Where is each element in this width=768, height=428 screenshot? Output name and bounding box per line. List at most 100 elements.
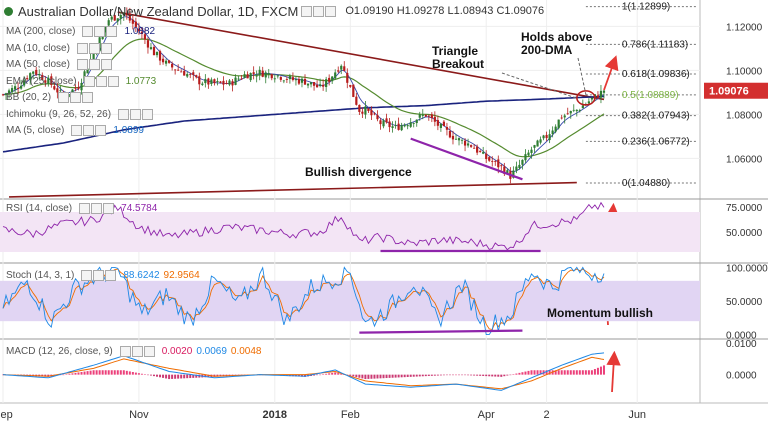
candle-body — [38, 73, 41, 76]
candle-body — [116, 18, 119, 22]
gear-icon[interactable] — [94, 26, 106, 37]
indicator-row[interactable]: Ichimoku (9, 26, 52, 26) — [6, 108, 160, 120]
candle-body — [140, 31, 144, 34]
macd-hist-bar — [445, 374, 448, 376]
eye-icon[interactable] — [79, 203, 91, 214]
candle-body — [128, 13, 131, 21]
candle-body — [13, 86, 17, 90]
indicator-row[interactable]: MA (10, close) — [6, 42, 119, 54]
close-icon[interactable] — [95, 125, 107, 136]
candle-body — [370, 109, 373, 116]
candle-body — [213, 79, 216, 84]
macd-hist-bar — [68, 373, 71, 375]
candle-body — [237, 78, 240, 80]
macd-buttons[interactable] — [119, 346, 155, 357]
eye-icon[interactable] — [83, 75, 95, 87]
macd-hist-bar — [156, 374, 159, 377]
macd-hist-bar — [424, 374, 427, 377]
price-axis-area — [700, 0, 768, 425]
candle-body — [442, 121, 446, 127]
indicator-value: 1.0899 — [113, 125, 144, 136]
ohlc-values: O1.09190 H1.09278 L1.08943 C1.09076 — [345, 5, 544, 17]
indicator-row[interactable]: BB (20, 2) — [6, 92, 100, 103]
indicator-buttons[interactable] — [76, 42, 112, 54]
gear-icon[interactable] — [91, 203, 103, 214]
candle-body — [542, 135, 545, 139]
close-icon[interactable] — [107, 75, 119, 87]
indicator-row[interactable]: MA (200, close) 1.0882 — [6, 26, 155, 37]
gear-icon[interactable] — [313, 5, 325, 17]
gear-icon[interactable] — [88, 42, 100, 54]
candle-body — [125, 12, 128, 16]
close-icon[interactable] — [103, 203, 115, 214]
indicator-buttons[interactable] — [118, 108, 154, 120]
candle-body — [530, 149, 533, 153]
time-tick-label: 2018 — [263, 409, 287, 421]
macd-hist-bar — [524, 371, 527, 375]
eye-icon[interactable] — [76, 59, 88, 70]
candle-body — [349, 85, 352, 87]
close-icon[interactable] — [143, 346, 155, 357]
macd-hist-bar — [92, 370, 95, 375]
eye-icon[interactable] — [82, 26, 94, 37]
macd-hist-bar — [467, 374, 470, 376]
indicator-buttons[interactable] — [58, 92, 94, 103]
header-buttons[interactable] — [301, 5, 337, 17]
gear-icon[interactable] — [83, 125, 95, 136]
indicator-row[interactable]: MA (50, close) — [6, 59, 119, 70]
candle-body — [572, 109, 575, 111]
macd-hist-bar — [195, 374, 198, 378]
indicator-buttons[interactable] — [82, 26, 118, 37]
eye-icon[interactable] — [71, 125, 83, 136]
fib-level-label: 0.618(1.09836) — [622, 69, 690, 80]
macd-hist-bar — [325, 373, 328, 375]
candle-body — [557, 119, 560, 129]
stoch-tick-label: 100.0000 — [726, 263, 768, 274]
gear-icon[interactable] — [93, 270, 105, 281]
close-icon[interactable] — [142, 108, 154, 120]
macd-hist-bar — [560, 370, 563, 375]
close-icon[interactable] — [105, 270, 117, 281]
eye-icon[interactable] — [118, 108, 130, 120]
gear-icon[interactable] — [95, 75, 107, 87]
candle-body — [77, 87, 80, 89]
rsi-buttons[interactable] — [79, 203, 115, 214]
time-tick-label: Sep — [0, 409, 13, 421]
indicator-row[interactable]: MA (5, close) 1.0899 — [6, 125, 144, 136]
indicator-buttons[interactable] — [76, 59, 112, 70]
more-icon[interactable] — [325, 5, 337, 17]
macd-hist-bar — [316, 374, 319, 376]
close-icon[interactable] — [100, 59, 112, 70]
stoch-buttons[interactable] — [81, 270, 117, 281]
candle-body — [590, 97, 593, 100]
macd-hist-bar — [599, 366, 602, 375]
macd-hist-bar — [382, 374, 385, 379]
eye-icon[interactable] — [119, 346, 131, 357]
rsi-legend: RSI (14, close) 74.5784 — [6, 203, 157, 214]
macd-hist-bar — [319, 374, 322, 376]
macd-hist-bar — [406, 374, 409, 378]
eye-icon[interactable] — [76, 42, 88, 54]
eye-icon[interactable] — [81, 270, 93, 281]
close-icon[interactable] — [100, 42, 112, 54]
gear-icon[interactable] — [70, 92, 82, 103]
macd-hist-bar — [557, 370, 560, 375]
close-icon[interactable] — [106, 26, 118, 37]
candle-body — [74, 87, 77, 89]
gear-icon[interactable] — [131, 346, 143, 357]
indicator-buttons[interactable] — [71, 125, 107, 136]
indicator-buttons[interactable] — [83, 75, 119, 87]
candle-body — [291, 77, 295, 80]
candle-body — [412, 123, 415, 124]
eye-icon[interactable] — [301, 5, 313, 17]
gear-icon[interactable] — [130, 108, 142, 120]
candle-body — [560, 117, 563, 119]
macd-hist-bar — [80, 372, 83, 375]
candle-body — [59, 90, 62, 92]
gear-icon[interactable] — [88, 59, 100, 70]
indicator-row[interactable]: EMA (25, close) 1.0773 — [6, 75, 156, 87]
eye-icon[interactable] — [58, 92, 70, 103]
close-icon[interactable] — [82, 92, 94, 103]
candle-body — [47, 77, 50, 84]
